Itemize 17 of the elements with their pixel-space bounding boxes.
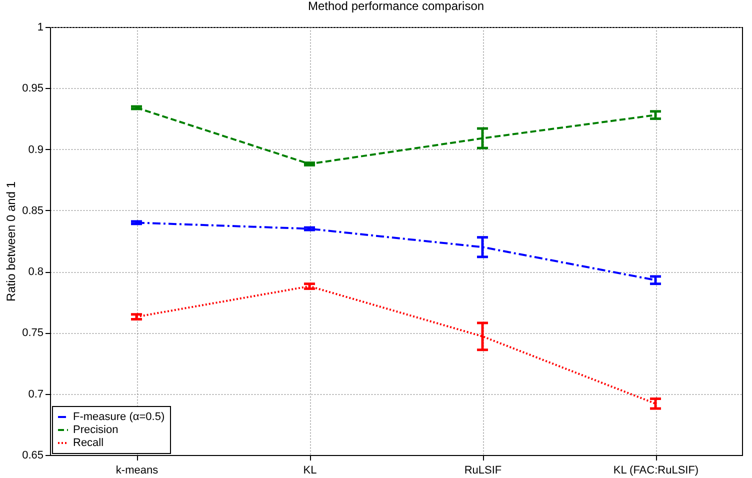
y-tick-label: 0.75 (22, 327, 44, 340)
y-tick-label: 0.7 (28, 388, 44, 400)
x-tick-label: KL (FAC:RuLSIF) (613, 464, 699, 476)
y-tick-label: 0.9 (28, 144, 44, 156)
y-tick-label: 0.85 (22, 204, 44, 217)
chart-title: Method performance comparison (308, 0, 484, 13)
y-axis-title: Ratio between 0 and 1 (4, 181, 18, 302)
y-tick-label: 0.95 (22, 82, 44, 95)
y-tick-label: 1 (37, 22, 44, 34)
legend-label: Recall (73, 437, 104, 449)
legend-label: F-measure (α=0.5) (73, 411, 165, 423)
y-tick-label: 0.8 (28, 266, 44, 278)
x-tick-label: k-means (116, 464, 159, 476)
legend-label: Precision (73, 424, 118, 436)
x-tick-label: KL (303, 464, 317, 476)
x-tick-label: RuLSIF (464, 464, 502, 476)
y-tick-label: 0.65 (22, 450, 44, 462)
